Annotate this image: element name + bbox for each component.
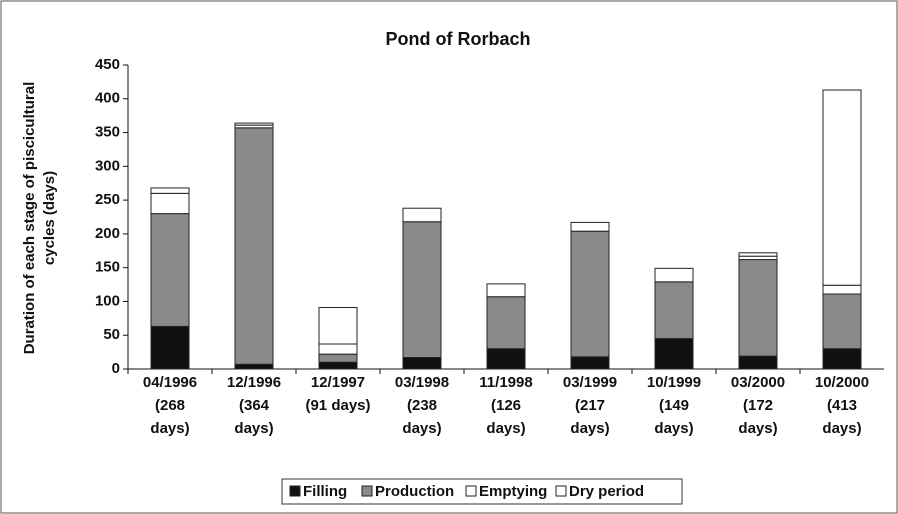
legend-swatch <box>555 485 567 497</box>
y-tick-label: 300 <box>95 157 120 174</box>
x-tick-label: days) <box>654 420 693 437</box>
bar-segment <box>570 356 610 370</box>
x-tick-label: 10/2000 <box>815 374 869 391</box>
bar-segment <box>318 307 358 345</box>
x-tick-label: days) <box>822 420 861 437</box>
y-tick-label: 0 <box>112 360 120 377</box>
bar-segment <box>822 348 862 370</box>
x-tick-label: (149 <box>659 397 689 414</box>
bar-segment <box>150 192 190 215</box>
bar-segment <box>150 187 190 194</box>
bar-segment <box>318 361 358 370</box>
y-tick-label: 50 <box>103 326 120 343</box>
x-tick-label: (126 <box>491 397 521 414</box>
bar-segment <box>738 252 778 257</box>
bar-segment <box>654 281 694 340</box>
x-tick-label: days) <box>402 420 441 437</box>
bar-segment <box>654 338 694 370</box>
bar-segment <box>318 353 358 363</box>
bar-segment <box>486 348 526 370</box>
x-tick-label: (91 days) <box>305 397 370 414</box>
legend-swatch <box>361 485 373 497</box>
legend-label: Filling <box>303 483 347 500</box>
bar-segment <box>402 221 442 359</box>
x-tick-label: (364 <box>239 397 270 414</box>
x-tick-label: days) <box>234 420 273 437</box>
bar-segment <box>402 357 442 370</box>
bar-segment <box>150 213 190 327</box>
bar-segment <box>822 284 862 295</box>
bar-segment <box>654 267 694 283</box>
bar-segment <box>738 355 778 370</box>
x-tick-label: 11/1998 <box>479 374 532 391</box>
bar-segment <box>234 127 274 365</box>
legend-label: Production <box>375 483 454 500</box>
y-axis-title-line: Duration of each stage of piscicultural <box>21 82 38 355</box>
y-tick-label: 150 <box>95 259 120 276</box>
y-tick-label: 450 <box>95 56 120 73</box>
x-tick-label: (268 <box>155 397 185 414</box>
x-tick-label: days) <box>738 420 777 437</box>
bar-segment <box>150 325 190 370</box>
x-tick-label: days) <box>150 420 189 437</box>
bar-segment <box>570 230 610 358</box>
x-tick-label: 03/1998 <box>395 374 449 391</box>
x-tick-label: 03/2000 <box>731 374 785 391</box>
y-tick-label: 400 <box>95 90 120 107</box>
bar-segment <box>318 343 358 355</box>
y-axis-title: Duration of each stage of piscicultural … <box>21 82 58 355</box>
legend-box <box>281 478 683 505</box>
bar-segment <box>822 293 862 350</box>
x-tick-label: 03/1999 <box>563 374 617 391</box>
x-tick-label: 04/1996 <box>143 374 197 391</box>
y-axis-title-line: cycles (days) <box>41 171 58 265</box>
x-tick-label: (172 <box>743 397 773 414</box>
bar-segment <box>234 122 274 126</box>
x-tick-label: (217 <box>575 397 605 414</box>
x-tick-label: 10/1999 <box>647 374 701 391</box>
legend-swatch <box>289 485 301 497</box>
legend-label: Dry period <box>569 483 644 500</box>
chart-title: Pond of Rorbach <box>386 29 531 49</box>
bar-segment <box>402 207 442 223</box>
x-tick-label: (413 <box>827 397 857 414</box>
y-tick-label: 250 <box>95 191 120 208</box>
bar-segment <box>822 89 862 286</box>
legend-label: Emptying <box>479 483 547 500</box>
x-tick-label: (238 <box>407 397 437 414</box>
y-tick-label: 200 <box>95 225 120 242</box>
bar-segment <box>738 255 778 261</box>
x-tick-label: days) <box>570 420 609 437</box>
bar-segment <box>234 363 274 370</box>
x-tick-label: 12/1996 <box>227 374 281 391</box>
bar-segment <box>486 296 526 350</box>
bar-segment <box>738 259 778 357</box>
y-tick-label: 350 <box>95 124 120 141</box>
x-tick-label: 12/1997 <box>311 374 365 391</box>
y-tick-label: 100 <box>95 292 120 309</box>
bar-segment <box>570 221 610 232</box>
legend-swatch <box>465 485 477 497</box>
x-tick-label: days) <box>486 420 525 437</box>
bar-segment <box>486 283 526 298</box>
